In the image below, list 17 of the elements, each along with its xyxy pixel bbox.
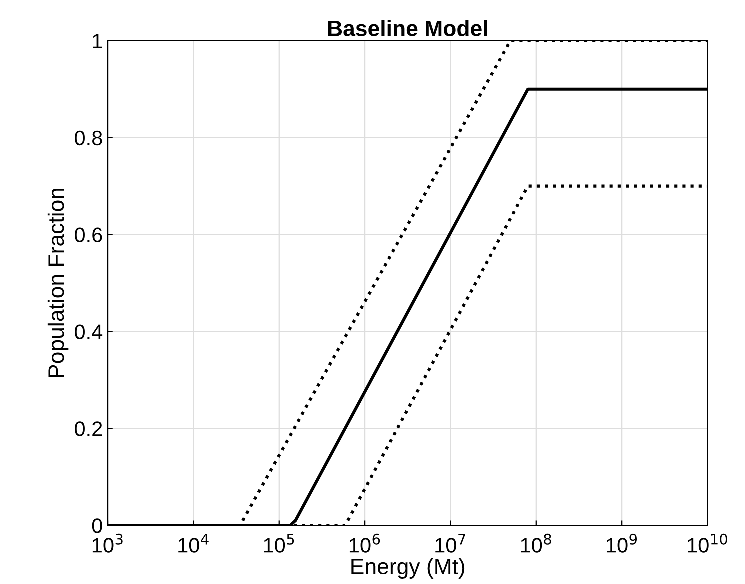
- x-tick-label: 10$^{6}$: [350, 534, 380, 553]
- x-tick-label: 10$^{7}$: [436, 534, 466, 553]
- x-tick-label: 10$^{9}$: [606, 534, 638, 553]
- y-tick-label: 0.8: [75, 130, 102, 146]
- y-tick-label: 0: [92, 518, 102, 534]
- x-tick-label: 10$^{8}$: [521, 534, 552, 553]
- x-tick-label: 10$^{5}$: [264, 534, 294, 553]
- y-tick-label: 0.2: [75, 422, 102, 436]
- x-tick-label: 10$^{4}$: [178, 534, 209, 553]
- chart-title: Baseline Model: [328, 20, 488, 36]
- y-tick-label: 0.4: [75, 324, 103, 340]
- x-tick-label: 10$^{10}$: [688, 534, 728, 553]
- x-axis-title: Energy (Mt): [352, 558, 465, 579]
- x-tick-label: 10$^{3}$: [92, 534, 123, 553]
- y-axis-title: Population Fraction: [48, 188, 69, 378]
- y-tick-label: 0.6: [75, 228, 102, 243]
- y-tick-label: 1: [93, 34, 102, 48]
